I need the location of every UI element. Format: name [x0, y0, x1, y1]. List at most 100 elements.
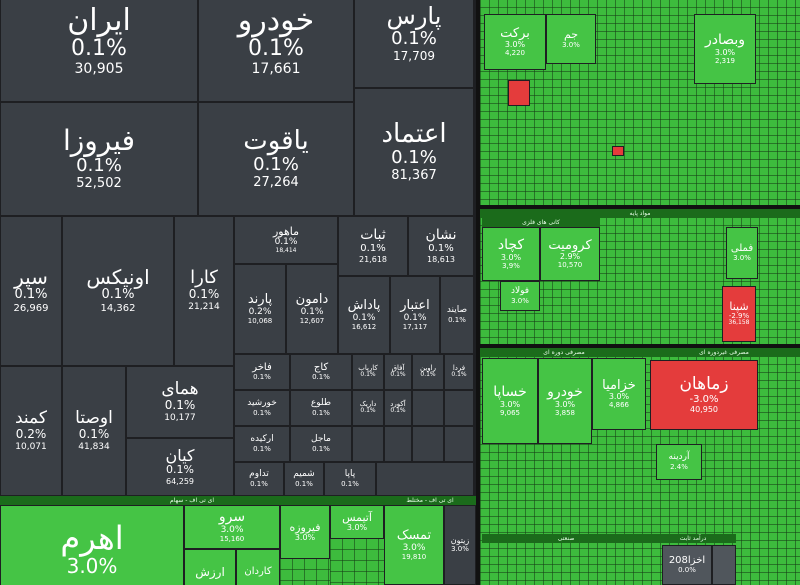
tile-name: آتیمس — [342, 510, 372, 524]
tile-damoon[interactable]: دامون 0.1% 12,607 — [286, 264, 338, 354]
tile-percent: 2.9% — [559, 252, 581, 262]
tile-percent: 3.0% — [294, 533, 316, 543]
tile-percent: 0.1% — [428, 243, 454, 254]
tile-yaghoot[interactable]: یاقوت 0.1% 27,264 — [198, 102, 354, 216]
tile-red-small[interactable] — [508, 80, 530, 106]
tile-neshan[interactable]: نشان 0.1% 18,613 — [408, 216, 474, 276]
tile-daryak[interactable]: داریک 0.1% — [352, 390, 384, 426]
tile-percent: 3.0% — [608, 392, 630, 402]
tile-ravin[interactable]: راوین 0.1% — [412, 354, 444, 390]
tile-kabab[interactable]: کاریاب 0.1% — [352, 354, 384, 390]
tile-majel[interactable]: ماجل 0.1% — [290, 426, 352, 462]
tile-ahrom[interactable]: اهرم 3.0% — [0, 505, 184, 585]
tile-vebsader[interactable]: وبصادر 3.0% 2,319 — [694, 14, 756, 84]
tile-ahrom208[interactable]: اخزا208 0.0% — [662, 545, 712, 585]
tile-fakher[interactable]: فاخر 0.1% — [234, 354, 290, 390]
tile-shapna[interactable]: شپنا -2.9% 36,158 — [722, 286, 756, 342]
tile-tolou[interactable]: طلوع 0.1% — [290, 390, 352, 426]
tile-name: زیتون — [450, 535, 470, 545]
tile-felezi[interactable]: فملی 3.0% — [726, 227, 758, 279]
tile-afagh[interactable]: آفاق 0.1% — [384, 354, 412, 390]
tile-percent: 3.0% — [220, 525, 244, 536]
tile-onix[interactable]: اونیکس 0.1% 14,362 — [62, 216, 174, 366]
tile-jam[interactable]: جم 3.0% — [546, 14, 596, 64]
tile-kara[interactable]: کارا 0.1% 21,214 — [174, 216, 234, 366]
tile-akord[interactable]: آکورد 0.1% — [384, 390, 412, 426]
tile-red-tiny[interactable] — [612, 146, 624, 156]
tile-farda[interactable]: فردا 0.1% — [444, 354, 474, 390]
tile-volume: 10,068 — [247, 316, 273, 325]
tile-padash[interactable]: پاداش 0.1% 16,612 — [338, 276, 390, 354]
tile-pars[interactable]: پارس 0.1% 17,709 — [354, 0, 474, 88]
tile-zamahan[interactable]: زماهان -3.0% 40,950 — [650, 360, 758, 430]
tile-small-d[interactable] — [384, 426, 412, 462]
tile-khorshid[interactable]: خورشید 0.1% — [234, 390, 290, 426]
tile-name: تداوم — [249, 469, 269, 480]
tile-percent: 0.1% — [253, 408, 271, 417]
tile-percent: 0.1% — [360, 407, 376, 415]
tile-zitoon[interactable]: زیتون 3.0% — [444, 505, 476, 585]
tile-khodro[interactable]: خودرو 3.0% 3,858 — [538, 358, 592, 444]
tile-ardine[interactable]: آردینه 2.4% — [656, 444, 702, 480]
header-fixed-income: درآمد ثابت — [650, 534, 736, 543]
tile-name: پارند — [247, 291, 273, 307]
tile-small-g[interactable] — [376, 462, 474, 496]
tile-name: پاپا — [344, 469, 356, 480]
tile-foulad[interactable]: فولاد 3.0% — [500, 281, 540, 311]
tile-arkide[interactable]: ارکیده 0.1% — [234, 426, 290, 462]
tile-name: اعتماد — [381, 118, 447, 149]
tile-etebar[interactable]: اعتبار 0.1% 17,117 — [390, 276, 440, 354]
tile-firooze[interactable]: فیروزه 3.0% — [280, 505, 330, 559]
tile-kachad[interactable]: کچاد 3.0% 3,9% — [482, 227, 540, 281]
tile-volume: 12,607 — [299, 316, 325, 325]
tile-atimas[interactable]: آتیمس 3.0% — [330, 505, 384, 539]
tile-papa[interactable]: پاپا 0.1% — [324, 462, 376, 496]
tile-percent: 0.1% — [312, 444, 330, 453]
tile-small-e[interactable] — [412, 426, 444, 462]
tile-name: فملی — [730, 242, 754, 254]
tile-name: شپنا — [729, 299, 749, 313]
tile-parand[interactable]: پارند 0.2% 10,068 — [234, 264, 286, 354]
tile-kromit[interactable]: کرومیت 2.9% 10,570 — [540, 227, 600, 281]
tile-percent: 0.1% — [295, 479, 313, 488]
tile-name: نشان — [425, 227, 457, 244]
tile-khazamia[interactable]: خزامیا 3.0% 4,866 — [592, 358, 646, 430]
tile-sabat[interactable]: ثبات 0.1% 21,618 — [338, 216, 408, 276]
tile-khasapa[interactable]: خساپا 3.0% 9,065 — [482, 358, 538, 444]
tile-sayena[interactable]: صایند 0.1% — [440, 276, 474, 354]
divider — [476, 0, 480, 585]
tile-khodro2[interactable]: خودرو 0.1% 17,661 — [198, 0, 354, 102]
tile-volume: 40,950 — [690, 405, 718, 415]
tile-small-c[interactable] — [352, 426, 384, 462]
tile-percent: 0.1% — [164, 397, 196, 412]
tile-kaj[interactable]: کاج 0.1% — [290, 354, 352, 390]
tile-small-b[interactable] — [444, 390, 474, 426]
divider — [480, 205, 800, 209]
tile-small-f[interactable] — [444, 426, 474, 462]
tile-name: سپر — [14, 265, 48, 290]
header-etf-mixed: ای تی اف - مختلط — [384, 496, 476, 505]
tile-tadavom[interactable]: تداوم 0.1% — [234, 462, 284, 496]
tile-name: طلوع — [310, 398, 332, 409]
tile-dark-small[interactable] — [712, 545, 736, 585]
tile-arzesh[interactable]: ارزش — [184, 549, 236, 585]
tile-kamand[interactable]: کمند 0.2% 10,071 — [0, 366, 62, 496]
tile-iran[interactable]: ایران 0.1% 30,905 — [0, 0, 198, 102]
tile-kardan[interactable]: کاردان — [236, 549, 280, 585]
tile-volume: 17,661 — [251, 61, 301, 78]
tile-barakat[interactable]: برکت 3.0% 4,220 — [484, 14, 546, 70]
tile-etemad[interactable]: اعتماد 0.1% 81,367 — [354, 88, 474, 216]
tile-tamask[interactable]: تمسک 3.0% 19,810 — [384, 505, 444, 585]
tile-small-a[interactable] — [412, 390, 444, 426]
tile-shamim[interactable]: شمیم 0.1% — [284, 462, 324, 496]
tile-volume: 15,160 — [219, 535, 245, 544]
tile-kian[interactable]: کیان 0.1% 64,259 — [126, 438, 234, 496]
tile-owsta[interactable]: اوصتا 0.1% 41,834 — [62, 366, 126, 496]
tile-separ[interactable]: سپر 0.1% 26,969 — [0, 216, 62, 366]
tile-maahoor[interactable]: ماهور 0.1% 18,414 — [234, 216, 338, 264]
tile-sarv[interactable]: سرو 3.0% 15,160 — [184, 505, 280, 549]
tile-homay[interactable]: همای 0.1% 10,177 — [126, 366, 234, 438]
tile-percent: 0.1% — [420, 371, 436, 379]
tile-name: شمیم — [293, 469, 315, 480]
tile-firouza[interactable]: فیروزا 0.1% 52,502 — [0, 102, 198, 216]
